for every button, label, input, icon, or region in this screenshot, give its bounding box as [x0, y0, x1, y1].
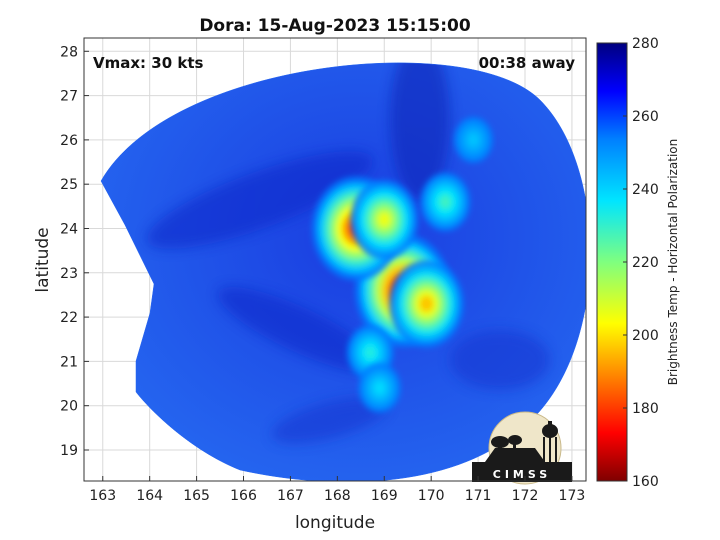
cell-contour	[469, 135, 477, 145]
colorbar-tick-label: 220	[632, 255, 659, 271]
chart-title: Dora: 15-Aug-2023 15:15:00	[199, 16, 471, 36]
y-tick-label: 20	[60, 399, 78, 415]
axes-frame	[83, 37, 587, 482]
x-tick-label: 165	[183, 488, 210, 504]
y-axis-label: latitude	[33, 227, 53, 292]
x-axis-label: longitude	[295, 513, 375, 533]
cell-contour	[440, 196, 450, 208]
y-tick-label: 23	[60, 266, 78, 282]
x-tick-label: 164	[136, 488, 163, 504]
y-tick-label: 25	[60, 177, 78, 193]
y-tick-label: 24	[60, 221, 78, 237]
convection-cell	[453, 116, 493, 163]
x-tick-label: 168	[324, 488, 351, 504]
colorbar-tick-label: 280	[632, 36, 659, 52]
convection-cell	[358, 363, 401, 413]
x-tick-label: 171	[465, 488, 492, 504]
cell-contour	[378, 212, 391, 227]
y-tick-label: 22	[60, 310, 78, 326]
y-tick-label: 21	[60, 354, 78, 370]
vmax-label: Vmax: 30 kts	[93, 54, 203, 72]
swath-edge	[100, 62, 586, 481]
time-away-label: 00:38 away	[479, 54, 576, 72]
x-tick-label: 167	[277, 488, 304, 504]
convection-cell	[420, 172, 471, 232]
cell-contour	[365, 347, 375, 358]
colorbar: 160 180 200 220 240 260 280 Brightness Temp - …	[596, 36, 680, 490]
x-tick-label: 163	[89, 488, 116, 504]
y-tick-label: 28	[60, 44, 78, 60]
convection-cells	[312, 116, 493, 413]
x-tick-label: 172	[512, 488, 539, 504]
y-axis: 19 20 21 22 23 24 25 26 27 28	[60, 44, 89, 459]
x-tick-label: 170	[418, 488, 445, 504]
microwave-swath	[100, 62, 586, 481]
colorbar-tick-label: 160	[632, 474, 659, 490]
logo-radar-dishes	[485, 435, 545, 462]
colorbar-tick-label: 260	[632, 109, 659, 125]
colorbar-ticks: 160 180 200 220 240 260 280	[623, 36, 659, 490]
logo-base	[472, 462, 572, 482]
colorbar-gradient	[596, 42, 628, 482]
logo-text: CIMSS	[493, 468, 551, 481]
cimss-logo: CIMSS	[472, 411, 572, 485]
y-tick-label: 19	[60, 443, 78, 459]
colorbar-tick-label: 240	[632, 182, 659, 198]
x-axis: 163 164 165 166 167 168 169 170 171 172 173	[89, 476, 585, 504]
x-tick-label: 173	[559, 488, 586, 504]
colorbar-tick-label: 200	[632, 328, 659, 344]
x-tick-label: 166	[230, 488, 257, 504]
convection-cell	[350, 179, 418, 260]
y-tick-label: 27	[60, 89, 78, 105]
cell-contour	[419, 295, 434, 312]
colorbar-tick-label: 180	[632, 401, 659, 417]
convection-cell	[389, 260, 464, 348]
logo-water-tower	[542, 421, 558, 462]
cell-contour	[375, 383, 384, 393]
y-tick-label: 26	[60, 133, 78, 149]
x-tick-label: 169	[371, 488, 398, 504]
colorbar-label: Brightness Temp - Horizontal Polarizatio…	[666, 139, 680, 386]
